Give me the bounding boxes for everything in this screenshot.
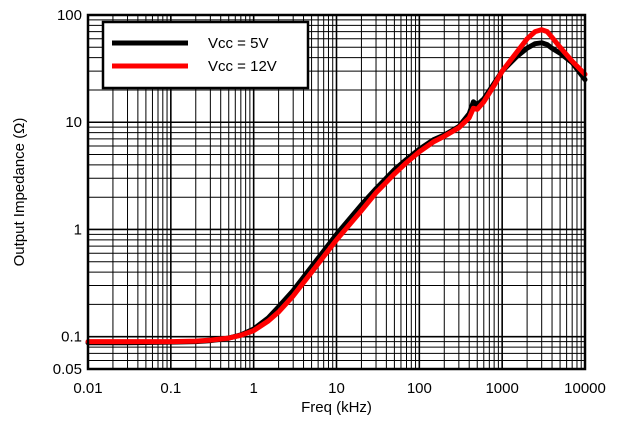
x-tick-label: 100 [407,380,432,397]
y-axis-label: Output Impedance (Ω) [11,118,28,267]
x-tick-label: 10 [328,380,345,397]
y-tick-label: 10 [65,114,82,131]
series-line-vcc-12v [85,27,588,345]
series-lines [85,27,588,346]
legend-box [101,20,310,90]
y-tick-label: 0.1 [61,329,82,346]
y-tick-label: 0.05 [53,361,82,378]
x-tick-label: 1 [249,380,257,397]
legend: Vcc = 5V Vcc = 12V [101,20,310,90]
plot-frame [86,13,587,371]
legend-label-vcc-12v: Vcc = 12V [208,58,277,75]
y-tick-label: 100 [57,7,82,24]
tick-labels: 0.01 0.1 1 10 100 1000 10000 0.05 0.1 1 10 100 [53,7,606,397]
x-tick-label: 0.01 [73,380,102,397]
x-tick-label: 0.1 [160,380,181,397]
x-axis-label: Freq (kHz) [301,399,372,416]
y-tick-label: 1 [74,221,82,238]
x-tick-label: 1000 [485,380,518,397]
x-tick-label: 10000 [564,380,606,397]
legend-label-vcc-5v: Vcc = 5V [208,35,268,52]
